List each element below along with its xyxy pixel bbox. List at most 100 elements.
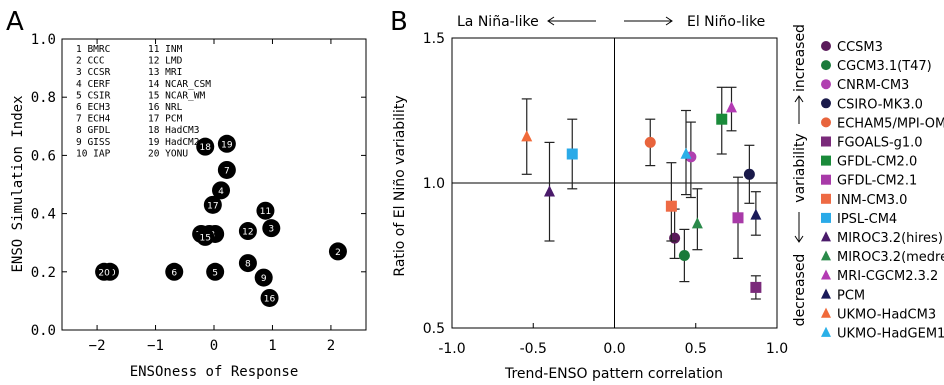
- panel-a-y-tick-label: 0.0: [31, 323, 56, 339]
- la-nina-like-label: La Niña-like: [457, 14, 539, 30]
- panel-a-point-label: 19: [221, 140, 233, 150]
- panel-b-point: [644, 118, 656, 167]
- panel-a-point-marker: [95, 262, 114, 281]
- panel-a-points: 1234567891011121314151617181920: [95, 134, 347, 307]
- panel-a-y-tick-label: 0.8: [31, 90, 56, 106]
- panel-b-point-marker: [726, 101, 737, 113]
- panel-b-y-axis-label: Ratio of El Niño variability: [392, 95, 408, 276]
- panel-a-point: 16: [260, 288, 279, 307]
- legend-marker: [821, 98, 831, 109]
- panel-b-point-marker: [750, 208, 762, 220]
- left-arrow-icon: [547, 16, 596, 26]
- panel-a-key-entry: 20 YONU: [148, 148, 188, 159]
- legend-entry: IPSL-CM4: [821, 212, 897, 227]
- panel-b-point-marker: [732, 212, 744, 224]
- panel-b-x-axis-label: Trend-ENSO pattern correlation: [504, 366, 723, 382]
- panel-b-point: [716, 86, 728, 155]
- legend-label: IPSL-CM4: [837, 212, 897, 227]
- panel-a-point-label: 18: [200, 143, 212, 153]
- panel-a-y-ticks: 0.0 0.2 0.4 0.6 0.8 1.0: [31, 32, 366, 339]
- legend-label: GFDL-CM2.0: [837, 155, 917, 170]
- panel-a-key-entry: 15 NCAR_WM: [148, 90, 205, 101]
- legend-label: ECHAM5/MPI-OM: [837, 116, 944, 131]
- panel-b-legend: CCSM3 CGCM3.1(T47) CNRM-CM3 CSIRO-MK3.0 ECHA…: [821, 40, 944, 342]
- legend-entry: INM-CM3.0: [821, 193, 907, 208]
- panel-b-y-tick-label: 0.5: [423, 321, 445, 337]
- panel-b-point-marker: [680, 147, 692, 159]
- panel-a-point-marker: [254, 268, 273, 287]
- panel-a-point-marker: [238, 222, 257, 241]
- panel-b-point: [750, 191, 762, 236]
- panel-a-point: 17: [203, 195, 222, 214]
- legend-entry: UKMO-HadGEM1: [821, 327, 944, 342]
- panel-a-x-tick-label: 2: [327, 338, 335, 354]
- panel-b-point-marker: [743, 168, 755, 180]
- legend-entry: CGCM3.1(T47): [821, 59, 932, 74]
- panel-b-point-marker: [691, 217, 703, 229]
- panel-a-point-label: 3: [268, 225, 274, 235]
- panel-b-point: [685, 121, 697, 199]
- panel-a-point-label: 20: [98, 268, 110, 278]
- down-arrow-icon: [794, 212, 804, 243]
- panel-a-point-marker: [196, 227, 215, 246]
- panel-a-y-tick-label: 1.0: [31, 32, 56, 48]
- panel-a-key-entry: 7 ECH4: [76, 114, 111, 125]
- panel-b-point-marker: [665, 200, 677, 212]
- panel-a-point-marker: [217, 134, 236, 153]
- panel-a-key-entry: 13 MRI: [148, 67, 182, 78]
- right-arrow-icon: [624, 16, 673, 26]
- legend-entry: GFDL-CM2.1: [821, 174, 917, 189]
- panel-b-points: [521, 86, 762, 300]
- panel-a-point: 9: [254, 268, 273, 287]
- panel-a-x-tick-label: −1: [147, 338, 164, 354]
- panel-a-point: 20: [95, 262, 114, 281]
- panel-a-point-marker: [262, 219, 281, 238]
- legend-marker: [821, 231, 831, 242]
- legend-label: GFDL-CM2.1: [837, 174, 917, 189]
- panel-a-point-label: 7: [224, 166, 230, 176]
- panel-a-point-marker: [328, 242, 347, 261]
- legend-marker: [821, 117, 831, 128]
- panel-a-point: 2: [328, 242, 347, 261]
- panel-a-point-label: 15: [200, 233, 211, 243]
- panel-b-point: [521, 98, 533, 175]
- legend-label: INM-CM3.0: [837, 193, 907, 208]
- panel-a-point-marker: [238, 254, 257, 273]
- panel-a-point-marker: [217, 160, 236, 179]
- legend-label: UKMO-HadGEM1: [837, 327, 944, 342]
- legend-entry: MIROC3.2(medres): [821, 250, 944, 265]
- legend-entry: CCSM3: [821, 40, 883, 55]
- panel-a-x-tick-label: 0: [210, 338, 218, 354]
- panel-a-point-label: 11: [260, 207, 271, 217]
- legend-marker: [821, 250, 831, 261]
- panel-b-point: [544, 141, 555, 242]
- panel-a-point-label: 17: [207, 201, 218, 211]
- panel-a-key-entry: 3 CCSR: [76, 67, 111, 78]
- panel-b-y-tick-label: 1.0: [423, 176, 445, 192]
- panel-a-point: 6: [165, 262, 184, 281]
- panel-b-point: [566, 118, 578, 190]
- panel-a-point: 12: [238, 222, 257, 241]
- panel-a-key-entry: 12 LMD: [148, 56, 183, 67]
- panel-b-point: [680, 109, 692, 196]
- panel-a-x-axis-label: ENSOness of Response: [130, 364, 299, 380]
- legend-label: CSIRO-MK3.0: [837, 97, 923, 112]
- legend-entry: ECHAM5/MPI-OM: [821, 116, 944, 131]
- legend-marker: [821, 136, 831, 147]
- legend-label: MIROC3.2(hires): [837, 231, 943, 246]
- panel-b-point: [678, 228, 690, 283]
- panel-a-point-label: 12: [242, 228, 253, 238]
- panel-b-point-marker: [566, 148, 578, 160]
- panel-a-label: A: [6, 7, 24, 37]
- up-arrow-icon: [794, 95, 804, 124]
- panel-a-point-marker: [212, 181, 231, 200]
- panel-a-point: 8: [238, 254, 257, 273]
- legend-marker: [821, 212, 831, 223]
- panel-a-point-label: 2: [335, 248, 341, 258]
- panel-b-x-tick-label: 0.0: [603, 341, 625, 357]
- legend-label: MIROC3.2(medres): [837, 250, 944, 265]
- panel-a-point: 15: [196, 227, 215, 246]
- panel-a: A −2 −1 0 1 2 0.00.20.40.60.81.0 ENSOness of…: [6, 7, 367, 380]
- legend-entry: PCM: [821, 288, 865, 303]
